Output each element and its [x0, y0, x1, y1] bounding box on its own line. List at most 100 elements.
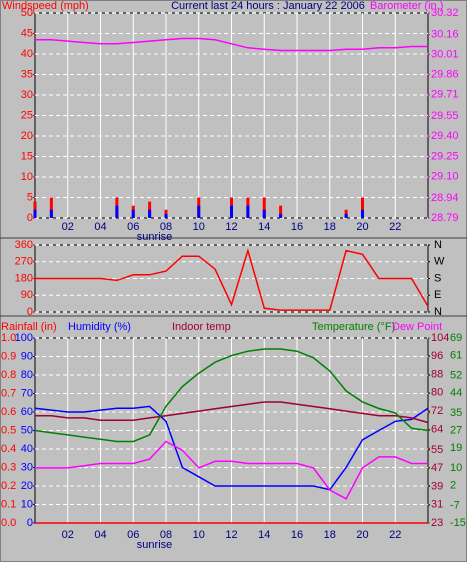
- y-tick-label: 29.40: [431, 130, 459, 142]
- line: [35, 247, 429, 311]
- y-tick-label: N: [434, 306, 442, 318]
- y-tick-label: 52: [450, 369, 462, 381]
- bar: [279, 213, 283, 218]
- bar: [262, 197, 266, 218]
- y-tick-label: -15: [450, 517, 466, 529]
- bar: [344, 213, 348, 218]
- x-tick-label: 04: [94, 529, 106, 541]
- bar: [49, 197, 53, 218]
- y-tick-label: 0.8: [1, 369, 16, 381]
- bar: [361, 209, 364, 218]
- axis-label: Windspeed (mph): [2, 0, 89, 12]
- y-tick-label: 29.71: [431, 89, 459, 101]
- annotation: sunrise: [137, 539, 172, 551]
- y-tick-label: 50: [21, 7, 33, 19]
- y-tick-label: 0.3: [1, 461, 16, 473]
- y-tick-label: 20: [21, 130, 33, 142]
- y-tick-label: 29.25: [431, 150, 459, 162]
- y-tick-label: 0.7: [1, 387, 16, 399]
- bar: [361, 197, 364, 218]
- y-tick-label: 39: [431, 480, 443, 492]
- y-tick-label: 35: [450, 407, 462, 419]
- y-tick-label: 30.01: [431, 48, 459, 60]
- x-tick-label: 12: [225, 529, 237, 541]
- y-tick-label: E: [434, 289, 441, 301]
- bar: [262, 209, 266, 218]
- x-tick-label: 06: [127, 221, 139, 233]
- x-tick-label: 10: [193, 221, 205, 233]
- y-tick-label: 10: [21, 171, 33, 183]
- x-tick-label: 04: [94, 221, 106, 233]
- y-tick-label: 28.94: [431, 192, 459, 204]
- bar: [33, 209, 37, 218]
- y-tick-label: 0.9: [1, 350, 16, 362]
- x-tick-label: 14: [258, 529, 270, 541]
- line: [34, 405, 429, 491]
- y-tick-label: 29.86: [431, 69, 459, 81]
- y-tick-label: 0: [27, 306, 33, 318]
- y-tick-label: 0.4: [1, 443, 16, 455]
- y-tick-label: 28.79: [431, 212, 459, 224]
- y-tick-label: 360: [15, 239, 33, 251]
- y-tick-label: 0: [27, 212, 33, 224]
- x-tick-label: 20: [356, 529, 368, 541]
- y-tick-label: -7: [450, 499, 460, 511]
- y-tick-label: 64: [431, 423, 443, 435]
- x-tick-label: 08: [160, 221, 172, 233]
- y-tick-label: 61: [450, 350, 462, 362]
- y-tick-label: 47: [431, 462, 443, 474]
- legend-entry: Indoor temp: [172, 321, 231, 333]
- y-tick-label: 31: [431, 499, 443, 511]
- bar: [49, 209, 53, 218]
- y-tick-label: 29.55: [431, 110, 459, 122]
- y-tick-label: 80: [431, 387, 443, 399]
- y-tick-label: 69: [450, 332, 462, 344]
- y-tick-label: 72: [431, 405, 443, 417]
- y-tick-label: 96: [431, 350, 443, 362]
- y-tick-label: 10: [21, 498, 33, 510]
- y-tick-label: 44: [450, 387, 462, 399]
- y-tick-label: 0.5: [1, 424, 16, 436]
- y-tick-label: 40: [21, 443, 33, 455]
- y-tick-label: 25: [21, 109, 33, 121]
- y-tick-label: 0.1: [1, 498, 16, 510]
- legend-entry: Humidity (%): [68, 321, 131, 333]
- y-tick-label: 23: [431, 517, 443, 529]
- y-tick-label: 27: [450, 424, 462, 436]
- y-tick-label: 40: [21, 48, 33, 60]
- line: [35, 401, 429, 424]
- legend-entry: Rainfall (in): [1, 321, 57, 333]
- y-tick-label: 0.6: [1, 406, 16, 418]
- bar: [131, 209, 135, 218]
- x-tick-label: 02: [62, 529, 74, 541]
- legend-entry: Dew Point: [392, 321, 442, 333]
- bar: [197, 205, 201, 218]
- bar: [230, 205, 233, 218]
- y-tick-label: 20: [21, 480, 33, 492]
- y-tick-label: 5: [27, 191, 33, 203]
- y-tick-label: 270: [15, 256, 33, 268]
- x-tick-label: 18: [324, 221, 336, 233]
- y-tick-label: S: [434, 272, 441, 284]
- chart-title: Current last 24 hours : January 22 2006: [171, 0, 365, 12]
- x-tick-label: 18: [324, 529, 336, 541]
- y-tick-label: 70: [21, 387, 33, 399]
- x-tick-label: 10: [193, 529, 205, 541]
- y-tick-label: 100: [15, 332, 33, 344]
- y-tick-label: 104: [431, 332, 449, 344]
- y-tick-label: 19: [450, 442, 462, 454]
- bar: [164, 213, 168, 218]
- y-tick-label: 29.10: [431, 170, 459, 182]
- x-tick-label: 02: [62, 221, 74, 233]
- y-tick-label: N: [434, 239, 442, 251]
- x-tick-label: 16: [291, 529, 303, 541]
- x-tick-label: 20: [356, 221, 368, 233]
- y-tick-label: W: [434, 256, 445, 268]
- axis-label: Barometer (in.): [370, 0, 443, 12]
- y-tick-label: 0: [27, 517, 33, 529]
- y-tick-label: 10: [450, 462, 462, 474]
- annotation: sunrise: [137, 231, 172, 243]
- y-tick-label: 55: [431, 444, 443, 456]
- y-tick-label: 30: [21, 461, 33, 473]
